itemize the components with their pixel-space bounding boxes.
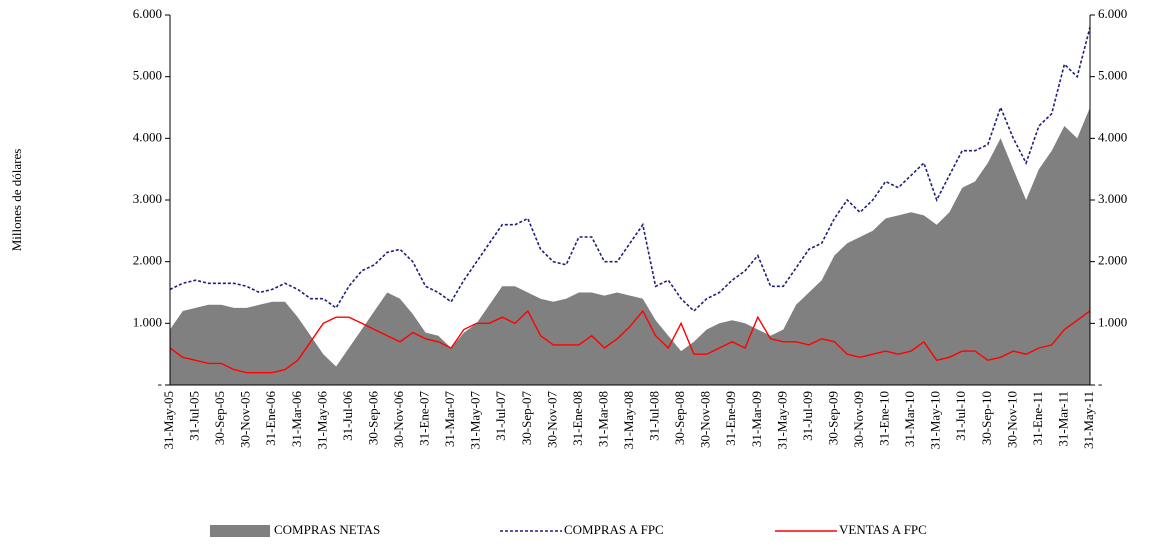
x-tick-label: 31-Jul-06 [340,391,355,441]
y2-tick-label: 1.000 [1098,314,1127,329]
x-tick-label: 31-Ene-11 [1030,391,1045,445]
x-tick-label: 30-Nov-08 [698,391,713,448]
x-tick-label: 31-May-10 [928,391,943,450]
y2-tick-label: 5.000 [1098,68,1127,83]
x-tick-label: 31-Mar-10 [902,391,917,447]
y-axis-label: Millones de dólares [9,149,24,252]
x-tick-label: 30-Nov-06 [391,391,406,449]
x-tick-label: 30-Nov-09 [851,391,866,448]
x-tick-label: 31-May-11 [1081,391,1096,449]
legend-label: COMPRAS A FPC [564,522,664,537]
x-tick-label: 31-Mar-09 [749,391,764,447]
line [169,27,1091,313]
x-tick-label: 30-Sep-05 [212,391,227,445]
area [170,107,1090,385]
x-tick-label: 31-Jul-07 [493,391,508,441]
y2-tick-label: - [1098,376,1102,391]
x-tick-label: 31-Jul-05 [187,391,202,441]
x-tick-label: 31-Ene-09 [723,391,738,446]
legend-label: COMPRAS NETAS [274,522,380,537]
x-tick-label: 31-May-07 [468,391,483,450]
y-tick-label: 6.000 [133,6,162,21]
y-tick-label: 2.000 [133,253,162,268]
x-tick-label: 31-Jul-10 [953,391,968,441]
x-tick-label: 30-Sep-10 [979,391,994,445]
y-tick-label: 1.000 [133,314,162,329]
y2-tick-label: 2.000 [1098,253,1127,268]
y2-tick-label: 3.000 [1098,191,1127,206]
x-tick-label: 30-Sep-06 [365,391,380,446]
x-tick-label: 31-Ene-07 [417,391,432,446]
x-tick-label: 30-Sep-07 [519,391,534,446]
x-tick-label: 30-Nov-07 [544,391,559,449]
x-tick-label: 30-Nov-05 [238,391,253,448]
y-tick-label: - [158,376,162,391]
x-tick-label: 31-Jul-09 [800,391,815,441]
x-tick-label: 31-May-08 [621,391,636,450]
x-tick-label: 31-Ene-08 [570,391,585,446]
legend-swatch [210,525,270,537]
y-tick-label: 4.000 [133,129,162,144]
y-tick-label: 3.000 [133,191,162,206]
y2-tick-label: 4.000 [1098,129,1127,144]
x-tick-label: 31-May-09 [774,391,789,450]
x-tick-label: 31-Mar-11 [1055,391,1070,447]
y-tick-label: 5.000 [133,68,162,83]
x-tick-label: 31-Mar-08 [595,391,610,447]
line [169,309,1091,374]
x-tick-label: 30-Sep-08 [672,391,687,445]
y2-tick-label: 6.000 [1098,6,1127,21]
x-tick-label: 31-Ene-06 [263,391,278,446]
x-tick-label: 31-Ene-10 [877,391,892,446]
x-tick-label: 31-May-06 [314,391,329,450]
x-tick-label: 30-Nov-10 [1004,391,1019,448]
legend-label: VENTAS A FPC [839,522,927,537]
x-tick-label: 31-Mar-07 [442,391,457,448]
x-tick-label: 30-Sep-09 [825,391,840,445]
x-tick-label: 31-Jul-08 [647,391,662,441]
x-tick-label: 31-Mar-06 [289,391,304,448]
x-tick-label: 31-May-05 [161,391,176,450]
